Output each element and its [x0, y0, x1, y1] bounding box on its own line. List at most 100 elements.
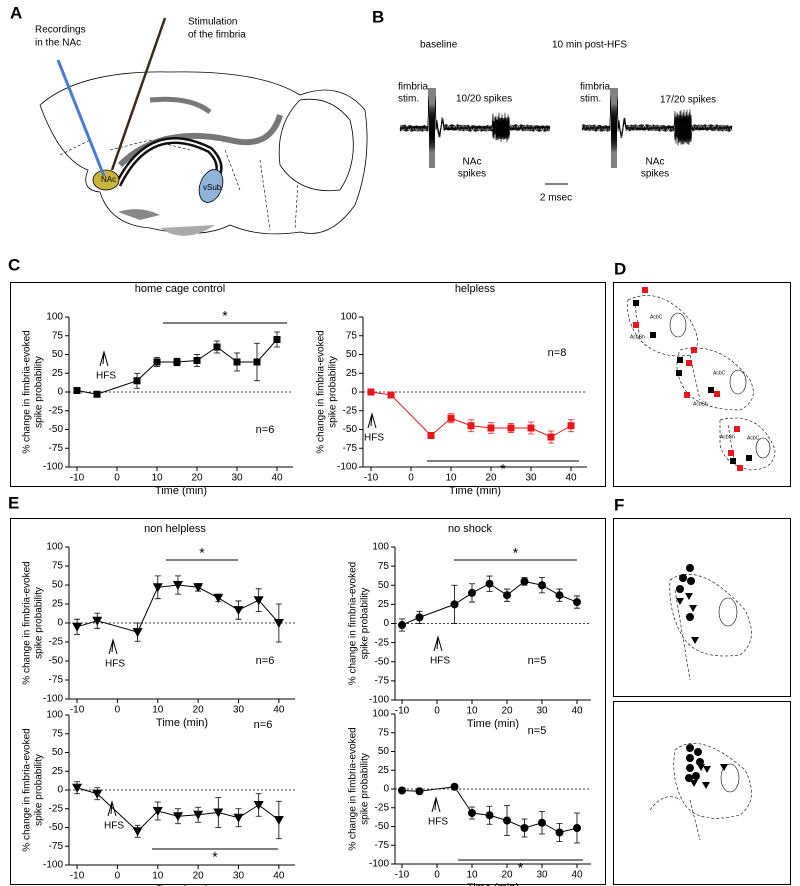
marker [213, 343, 221, 351]
x-tick-label: 20 [193, 705, 205, 716]
x-tick-label: 10 [151, 473, 163, 484]
x-tick-label: 0 [115, 871, 121, 882]
marker [213, 808, 224, 818]
y-tick-label: -25 [49, 803, 64, 814]
x-tick-label: 20 [485, 473, 497, 484]
chart: 1007550250-25-50-75-100-10010203040Time … [22, 710, 295, 886]
x-tick-label: 0 [408, 473, 414, 484]
y-tick-label: 0 [383, 618, 389, 629]
y-axis-label: % change in fimbria-evoked [348, 562, 359, 685]
y-tick-label: 0 [351, 387, 357, 398]
y-tick-label: 0 [57, 618, 63, 629]
marker [172, 812, 183, 822]
x-tick-label: 0 [115, 705, 121, 716]
significance-label: * [199, 545, 205, 561]
event-label: HFS [105, 659, 125, 670]
x-tick-label: 0 [434, 706, 440, 717]
marker [273, 619, 284, 628]
series-line [401, 580, 578, 626]
n-label: n=5 [528, 655, 547, 667]
marker [72, 622, 83, 632]
panel-letter: C [8, 255, 20, 274]
y-tick-label: -25 [375, 802, 390, 813]
y-tick-label: -100 [369, 695, 389, 706]
x-axis-label: Time (min) [156, 717, 208, 729]
marker [387, 391, 395, 399]
n-label: n=6 [256, 655, 275, 667]
region-label: AcbC [747, 435, 760, 441]
marker [450, 782, 459, 791]
x-tick-label: 20 [501, 870, 513, 881]
significance-label: * [518, 860, 524, 876]
hfs-arrow [431, 796, 441, 813]
series-line [76, 339, 278, 395]
marker [447, 414, 455, 422]
section-diagrams [627, 287, 776, 471]
y-tick-label: -50 [49, 822, 64, 833]
marker [487, 424, 495, 432]
marker [415, 613, 424, 622]
marker [233, 813, 244, 823]
trace-label: 10 min post-HFS [552, 40, 627, 51]
y-tick-label: -75 [375, 676, 390, 687]
hfs-arrow [108, 638, 118, 655]
marker [132, 628, 143, 638]
y-tick-label: 25 [346, 368, 358, 379]
marker [72, 783, 83, 793]
x-tick-label: 30 [233, 871, 245, 882]
marker [485, 811, 494, 820]
marker [233, 358, 241, 366]
y-tick-label: -100 [337, 462, 357, 473]
hfs-arrow [107, 800, 117, 817]
x-tick-label: 0 [114, 473, 120, 484]
marker [507, 424, 515, 432]
marker [273, 336, 281, 343]
x-axis-label: Time (min) [449, 485, 501, 497]
x-tick-label: -10 [70, 473, 85, 484]
y-tick-label: 50 [52, 747, 64, 758]
y-axis-label: spike probability [34, 356, 45, 428]
annotation: NAc [646, 157, 665, 168]
marker [427, 432, 435, 439]
x-tick-label: 30 [233, 705, 245, 716]
marker [233, 606, 244, 616]
marker [173, 358, 181, 366]
x-tick-label: -10 [70, 871, 85, 882]
y-tick-label: -100 [43, 462, 63, 473]
significance-label: * [513, 545, 519, 561]
x-axis-label: Time (min) [156, 883, 208, 886]
marker [193, 810, 204, 820]
marker [520, 577, 529, 586]
traces [399, 87, 733, 169]
marker [520, 824, 529, 832]
annotation: fimbria [398, 82, 428, 93]
panel-letter: F [614, 495, 624, 514]
marker [152, 807, 163, 816]
annotation: spikes [641, 169, 669, 180]
x-tick-label: 40 [273, 871, 285, 882]
n-label: n=5 [528, 725, 547, 737]
x-tick-label: 20 [193, 871, 205, 882]
y-tick-label: -75 [49, 675, 64, 686]
annotation: 17/20 spikes [660, 95, 716, 106]
significance-label: * [500, 461, 506, 477]
y-tick-label: 25 [52, 368, 64, 379]
event-label: HFS [96, 371, 116, 382]
marker [367, 388, 375, 396]
y-tick-label: 0 [57, 387, 63, 398]
trace-label: baseline [420, 40, 458, 51]
marker [398, 621, 406, 630]
marker [538, 818, 546, 827]
significance-label: * [212, 849, 218, 865]
x-tick-label: 40 [271, 473, 283, 484]
x-tick-label: 10 [445, 473, 457, 484]
annotation: in the NAc [35, 38, 81, 49]
y-tick-label: -100 [43, 860, 63, 871]
y-tick-label: -25 [375, 637, 390, 648]
trace [399, 87, 551, 169]
series-line [401, 786, 578, 834]
panel-letter: D [614, 259, 626, 278]
